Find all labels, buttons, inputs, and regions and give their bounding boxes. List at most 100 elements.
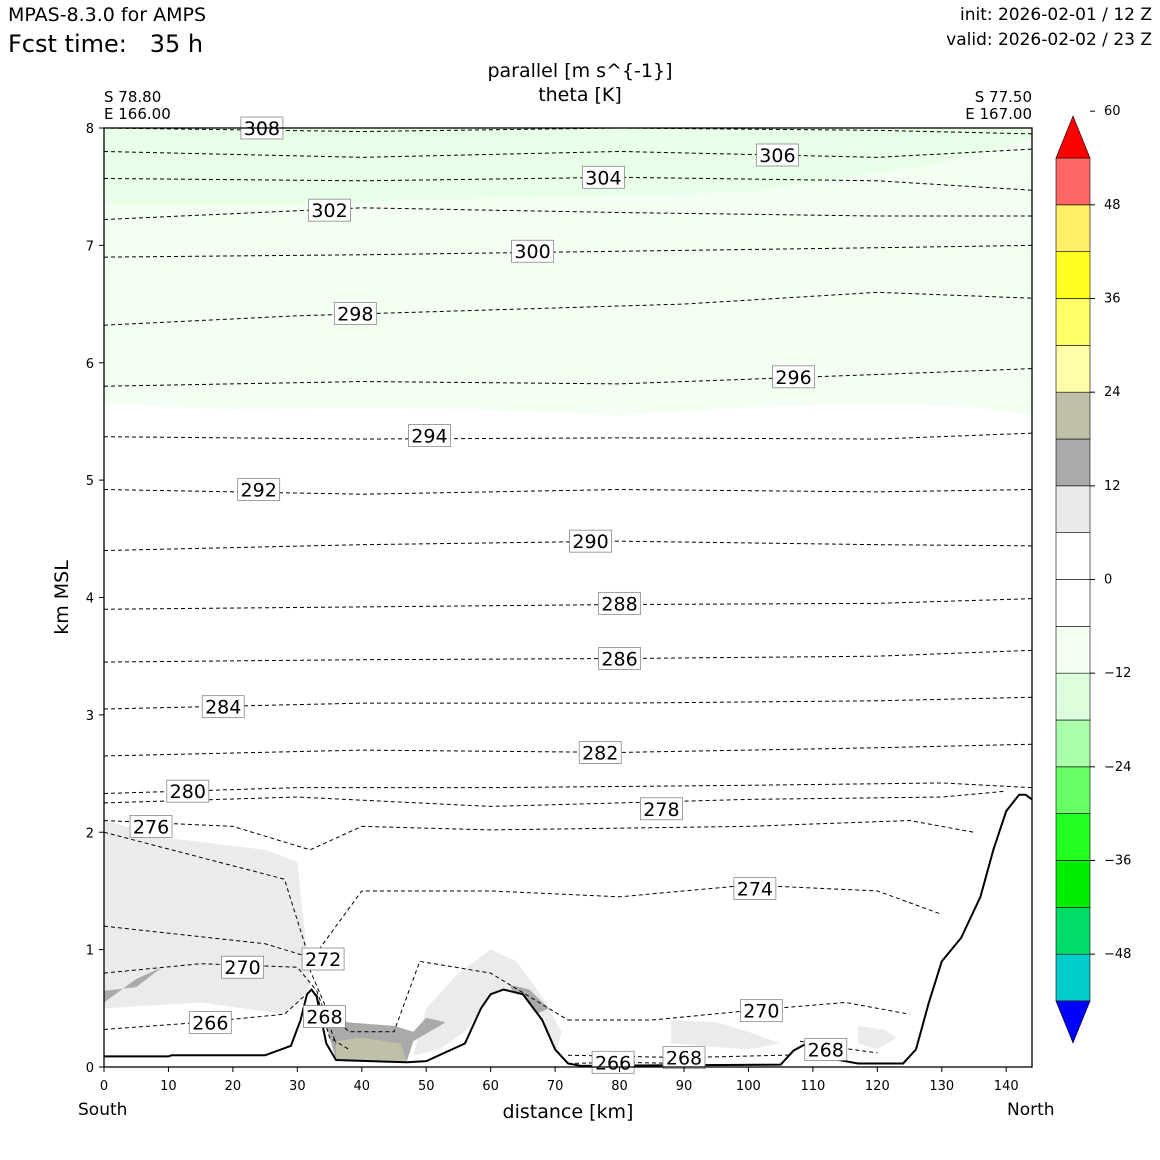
y-tick-label-0: 0 bbox=[86, 1061, 94, 1076]
contour-label-292: 292 bbox=[241, 480, 277, 502]
theta-contour-296 bbox=[103, 368, 1033, 387]
colorbar-segment-30 bbox=[1055, 298, 1091, 346]
shade-dark-grey-left bbox=[104, 967, 162, 1003]
contour-label-box-298 bbox=[333, 302, 377, 325]
contour-label-294: 294 bbox=[411, 426, 447, 448]
theta-contour-270 bbox=[103, 963, 337, 1044]
contour-label-box-270 bbox=[221, 955, 264, 979]
contour-label-box-280 bbox=[166, 779, 210, 803]
x-tick-label-110: 110 bbox=[800, 1079, 825, 1094]
shade-light-green-upper bbox=[104, 128, 1032, 205]
shade-grey-valley bbox=[671, 1020, 781, 1050]
x-tick-label-90: 90 bbox=[676, 1079, 693, 1094]
contour-label-box-274 bbox=[733, 877, 777, 900]
contour-label-box-270 bbox=[739, 999, 783, 1023]
forecast-time-label: Fcst time: bbox=[8, 30, 127, 58]
contour-label-290: 290 bbox=[572, 531, 608, 553]
theta-contour-270 bbox=[568, 1001, 910, 1021]
y-tick-label-6: 6 bbox=[86, 357, 94, 372]
model-title: MPAS-8.3.0 for AMPS bbox=[8, 4, 207, 26]
contour-label-274: 274 bbox=[737, 879, 773, 901]
contour-label-box-300 bbox=[511, 239, 554, 263]
shade-dark-grey-ridge bbox=[510, 984, 549, 1015]
colorbar-tick-label-24: 24 bbox=[1104, 385, 1121, 400]
shade-grey-middle bbox=[413, 949, 562, 1056]
contour-label-box-304 bbox=[582, 165, 625, 189]
contour-label-288: 288 bbox=[601, 593, 637, 615]
x-tick-label-10: 10 bbox=[160, 1079, 177, 1094]
theta-contour-298 bbox=[103, 291, 1033, 326]
colorbar-segment--42 bbox=[1055, 860, 1091, 908]
colorbar-tick-label-36: 36 bbox=[1104, 292, 1121, 307]
colorbar-segment-42 bbox=[1055, 204, 1091, 252]
colorbar-extend-max bbox=[1055, 115, 1091, 159]
terrain-line bbox=[104, 793, 1033, 1067]
x-tick-label-140: 140 bbox=[994, 1079, 1019, 1094]
contour-label-box-268 bbox=[302, 1005, 346, 1028]
colorbar-tick-label--24: −24 bbox=[1104, 760, 1131, 775]
x-tick-label-30: 30 bbox=[289, 1079, 306, 1094]
y-tick-label-2: 2 bbox=[86, 826, 94, 841]
contour-label-284: 284 bbox=[205, 697, 241, 719]
y-axis-label: km MSL bbox=[51, 560, 73, 635]
colorbar-segment--36 bbox=[1055, 813, 1091, 861]
theta-contour-278 bbox=[103, 790, 1007, 807]
contour-label-270: 270 bbox=[224, 957, 260, 979]
theta-contour-276 bbox=[103, 820, 975, 851]
contour-label-box-278 bbox=[640, 797, 683, 821]
contour-label-box-272 bbox=[301, 947, 345, 971]
colorbar-segment-24 bbox=[1055, 345, 1091, 393]
valid-time: valid: 2026-02-02 / 23 Z bbox=[946, 30, 1152, 50]
contour-label-box-266 bbox=[591, 1050, 635, 1074]
chart-title: parallel [m s^{-1}] bbox=[487, 60, 673, 82]
contour-label-box-284 bbox=[201, 695, 245, 719]
contour-label-box-290 bbox=[569, 529, 612, 553]
chart-subtitle: theta [K] bbox=[538, 84, 622, 106]
theta-contour-304 bbox=[103, 176, 1033, 191]
contour-label-308: 308 bbox=[244, 118, 280, 140]
theta-contour-274 bbox=[103, 831, 942, 963]
north-label: North bbox=[1007, 1100, 1055, 1120]
colorbar-extend-min bbox=[1055, 1000, 1091, 1044]
contour-labels: 308 306 304 302 300 298 296 294 292 290 288 286 284 2… bbox=[129, 116, 848, 1074]
y-tick-label-5: 5 bbox=[86, 474, 94, 489]
contour-label-box-302 bbox=[308, 198, 351, 222]
forecast-time: Fcst time: 35 h bbox=[8, 30, 203, 58]
contour-label-box-292 bbox=[237, 478, 281, 501]
contour-label-266: 266 bbox=[192, 1012, 228, 1034]
x-tick-label-50: 50 bbox=[418, 1079, 435, 1094]
colorbar-tick-label--36: −36 bbox=[1104, 854, 1131, 869]
colorbar-segment-6 bbox=[1055, 485, 1091, 533]
y-axis-ticks: 0 1 2 3 4 5 6 7 8 bbox=[86, 122, 104, 1076]
contour-label-268: 268 bbox=[306, 1007, 342, 1029]
colorbar-segment--30 bbox=[1055, 766, 1091, 814]
x-tick-label-20: 20 bbox=[225, 1079, 242, 1094]
theta-contour-288 bbox=[103, 598, 1033, 610]
colorbar-tick-label-12: 12 bbox=[1104, 479, 1121, 494]
contour-label-286: 286 bbox=[601, 649, 637, 671]
colorbar-segment--18 bbox=[1055, 672, 1091, 721]
contour-label-270: 270 bbox=[743, 1001, 779, 1023]
theta-contour-290 bbox=[103, 540, 1033, 552]
contour-label-272: 272 bbox=[305, 949, 341, 971]
x-axis-label: distance [km] bbox=[503, 1101, 634, 1123]
end-lat: S 77.50 bbox=[974, 88, 1032, 106]
x-tick-label-100: 100 bbox=[736, 1079, 761, 1094]
colorbar-segment--48 bbox=[1055, 907, 1091, 955]
contour-label-280: 280 bbox=[170, 781, 206, 803]
contour-label-302: 302 bbox=[311, 200, 347, 222]
theta-contour-280 bbox=[103, 782, 1033, 795]
colorbar-segment-0 bbox=[1055, 532, 1091, 580]
contour-label-298: 298 bbox=[337, 303, 373, 325]
theta-contour-272 bbox=[103, 925, 569, 1033]
y-tick-label-1: 1 bbox=[86, 944, 94, 959]
shade-tan-basin bbox=[336, 1037, 407, 1062]
contour-label-box-282 bbox=[578, 741, 622, 764]
contour-label-box-276 bbox=[129, 814, 173, 838]
contour-label-282: 282 bbox=[582, 742, 618, 764]
x-tick-label-130: 130 bbox=[929, 1079, 954, 1094]
colorbar: 60 48 36 24 12 0 −12 −24 −36 −48 bbox=[1055, 104, 1131, 1044]
colorbar-tick-label-60: 60 bbox=[1104, 104, 1121, 119]
x-tick-label-40: 40 bbox=[354, 1079, 371, 1094]
